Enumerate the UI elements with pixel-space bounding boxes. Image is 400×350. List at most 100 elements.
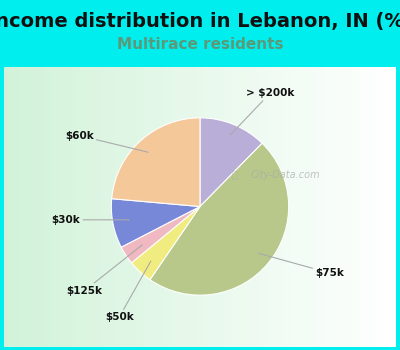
Bar xyxy=(333,66,337,346)
Bar xyxy=(228,66,231,346)
Bar xyxy=(20,66,24,346)
Bar xyxy=(247,66,251,346)
Text: $125k: $125k xyxy=(66,245,142,296)
Bar xyxy=(239,66,243,346)
Bar xyxy=(169,66,172,346)
Bar xyxy=(298,66,302,346)
Wedge shape xyxy=(200,118,262,206)
Bar xyxy=(16,66,20,346)
Wedge shape xyxy=(150,143,289,295)
Bar xyxy=(59,66,63,346)
Wedge shape xyxy=(132,206,200,280)
Bar xyxy=(102,66,106,346)
Bar xyxy=(310,66,314,346)
Bar xyxy=(290,66,294,346)
Bar xyxy=(149,66,153,346)
Bar xyxy=(196,66,200,346)
Bar xyxy=(39,66,43,346)
Bar xyxy=(349,66,353,346)
Bar xyxy=(32,66,35,346)
Bar xyxy=(161,66,165,346)
Text: Multirace residents: Multirace residents xyxy=(117,37,283,52)
Text: $50k: $50k xyxy=(105,261,151,322)
Bar xyxy=(361,66,365,346)
Bar xyxy=(153,66,157,346)
Bar xyxy=(94,66,98,346)
Bar xyxy=(326,66,329,346)
Bar xyxy=(86,66,90,346)
Bar xyxy=(82,66,86,346)
Bar xyxy=(43,66,47,346)
Bar xyxy=(263,66,267,346)
Text: Income distribution in Lebanon, IN (%): Income distribution in Lebanon, IN (%) xyxy=(0,12,400,31)
Bar xyxy=(267,66,270,346)
Text: $75k: $75k xyxy=(259,253,344,278)
Wedge shape xyxy=(112,118,200,206)
Bar xyxy=(122,66,126,346)
Wedge shape xyxy=(111,199,200,247)
Bar xyxy=(231,66,235,346)
Bar xyxy=(106,66,110,346)
Wedge shape xyxy=(121,206,200,263)
Bar xyxy=(282,66,286,346)
Bar xyxy=(180,66,184,346)
Bar xyxy=(12,66,16,346)
Bar xyxy=(212,66,216,346)
Bar xyxy=(274,66,278,346)
Bar xyxy=(192,66,196,346)
Bar xyxy=(376,66,380,346)
Bar xyxy=(220,66,224,346)
Bar xyxy=(165,66,169,346)
Bar xyxy=(78,66,82,346)
Bar xyxy=(51,66,55,346)
Bar xyxy=(133,66,137,346)
Bar xyxy=(200,66,204,346)
Bar xyxy=(4,66,8,346)
Bar xyxy=(353,66,357,346)
Bar xyxy=(345,66,349,346)
Bar xyxy=(172,66,176,346)
Bar xyxy=(74,66,78,346)
Bar xyxy=(35,66,39,346)
Bar xyxy=(278,66,282,346)
Bar xyxy=(90,66,94,346)
Bar xyxy=(8,66,12,346)
Bar xyxy=(329,66,333,346)
Bar xyxy=(67,66,71,346)
Text: 🔍: 🔍 xyxy=(231,170,237,180)
Bar xyxy=(286,66,290,346)
Bar xyxy=(365,66,368,346)
Bar xyxy=(235,66,239,346)
Bar xyxy=(145,66,149,346)
Bar xyxy=(204,66,208,346)
Bar xyxy=(368,66,372,346)
Text: > $200k: > $200k xyxy=(230,88,294,135)
Bar xyxy=(137,66,141,346)
Bar xyxy=(24,66,28,346)
Bar xyxy=(141,66,145,346)
Bar xyxy=(322,66,326,346)
Bar xyxy=(188,66,192,346)
Text: $60k: $60k xyxy=(65,131,148,152)
Bar xyxy=(372,66,376,346)
Bar xyxy=(337,66,341,346)
Bar xyxy=(71,66,74,346)
Bar xyxy=(55,66,59,346)
Bar xyxy=(176,66,180,346)
Bar xyxy=(118,66,122,346)
Bar xyxy=(208,66,212,346)
Bar xyxy=(243,66,247,346)
Bar xyxy=(216,66,220,346)
Bar xyxy=(306,66,310,346)
Bar xyxy=(318,66,322,346)
Bar xyxy=(110,66,114,346)
Bar xyxy=(259,66,263,346)
Bar xyxy=(63,66,67,346)
Bar xyxy=(126,66,130,346)
Bar xyxy=(114,66,118,346)
Bar xyxy=(224,66,228,346)
Bar xyxy=(130,66,133,346)
Bar xyxy=(314,66,318,346)
Text: City-Data.com: City-Data.com xyxy=(251,170,321,180)
Bar xyxy=(255,66,259,346)
